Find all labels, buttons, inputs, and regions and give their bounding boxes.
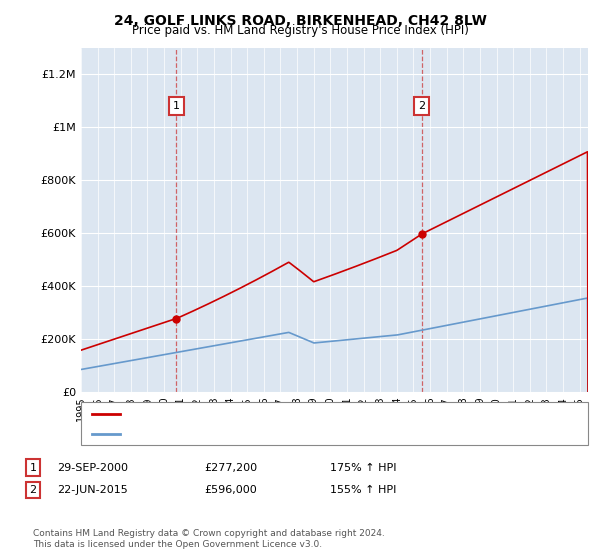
Text: HPI: Average price, detached house, Wirral: HPI: Average price, detached house, Wirr… [126,430,350,439]
Text: 29-SEP-2000: 29-SEP-2000 [57,463,128,473]
Text: 24, GOLF LINKS ROAD, BIRKENHEAD, CH42 8LW (detached house): 24, GOLF LINKS ROAD, BIRKENHEAD, CH42 8L… [126,409,470,419]
Text: 175% ↑ HPI: 175% ↑ HPI [330,463,397,473]
Text: This data is licensed under the Open Government Licence v3.0.: This data is licensed under the Open Gov… [33,540,322,549]
Text: 1: 1 [173,101,180,111]
Text: 155% ↑ HPI: 155% ↑ HPI [330,485,397,495]
Text: 22-JUN-2015: 22-JUN-2015 [57,485,128,495]
Text: Price paid vs. HM Land Registry's House Price Index (HPI): Price paid vs. HM Land Registry's House … [131,24,469,37]
Text: £596,000: £596,000 [204,485,257,495]
Text: 24, GOLF LINKS ROAD, BIRKENHEAD, CH42 8LW: 24, GOLF LINKS ROAD, BIRKENHEAD, CH42 8L… [113,14,487,28]
Text: £277,200: £277,200 [204,463,257,473]
Text: 2: 2 [418,101,425,111]
Text: Contains HM Land Registry data © Crown copyright and database right 2024.: Contains HM Land Registry data © Crown c… [33,529,385,538]
Text: 2: 2 [29,485,37,495]
Text: 1: 1 [29,463,37,473]
